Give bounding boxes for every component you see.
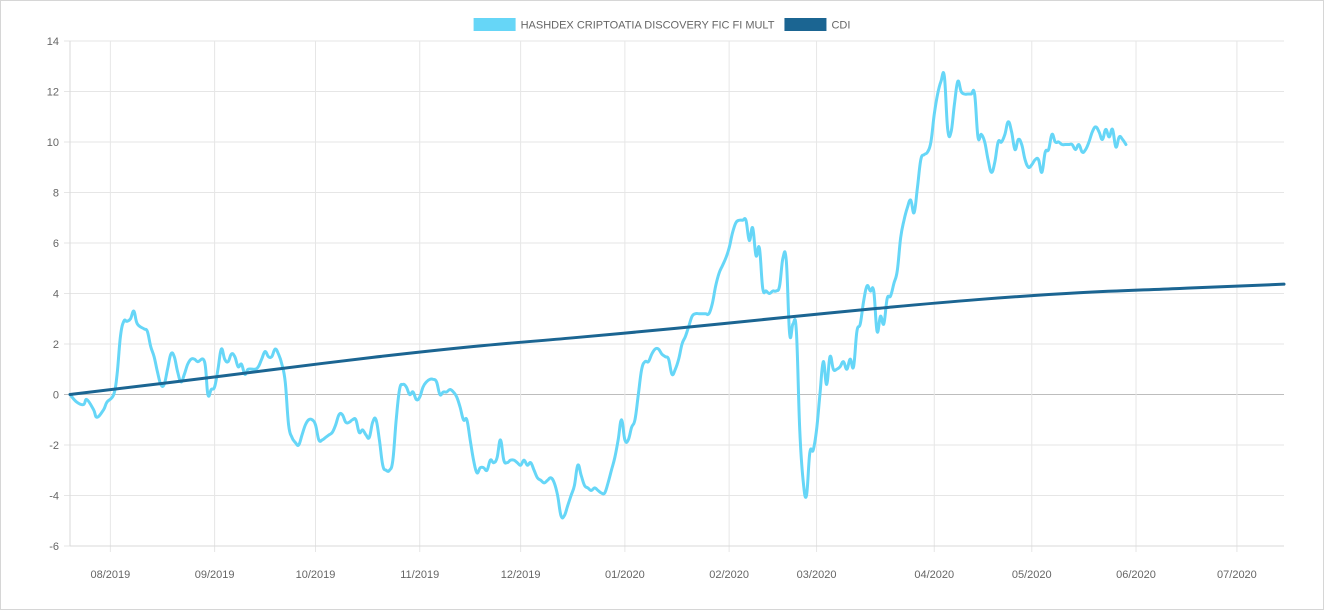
x-tick-label: 10/2019 [296, 569, 336, 581]
x-tick-label: 09/2019 [195, 569, 235, 581]
x-tick-label: 08/2019 [90, 569, 130, 581]
x-tick-label: 01/2020 [605, 569, 645, 581]
x-tick-label: 06/2020 [1116, 569, 1156, 581]
legend-label: CDI [831, 20, 850, 32]
y-tick-label: 4 [53, 289, 59, 301]
series-lines [68, 71, 1286, 520]
legend-swatch [784, 18, 827, 31]
series-line-hashdex [68, 71, 1128, 520]
y-tick-label: -2 [49, 440, 59, 452]
y-tick-label: 12 [47, 87, 59, 99]
y-tick-label: 10 [47, 137, 59, 149]
legend-label: HASHDEX CRIPTOATIA DISCOVERY FIC FI MULT [521, 20, 775, 32]
legend-item[interactable]: CDI [784, 18, 850, 32]
grid-lines [64, 40, 1284, 552]
y-tick-label: -6 [49, 541, 59, 553]
y-tick-label: 6 [53, 238, 59, 250]
y-tick-label: 2 [53, 339, 59, 351]
x-tick-label: 12/2019 [501, 569, 541, 581]
x-tick-label: 02/2020 [709, 569, 749, 581]
legend-swatch [473, 18, 516, 31]
y-axis: -6 -4 -2 0 2 4 6 8 10 12 14 [47, 36, 71, 553]
legend-item[interactable]: HASHDEX CRIPTOATIA DISCOVERY FIC FI MULT [473, 18, 775, 32]
x-tick-label: 05/2020 [1012, 569, 1052, 581]
x-tick-label: 11/2019 [400, 569, 439, 581]
x-tick-label: 04/2020 [914, 569, 954, 581]
legend: HASHDEX CRIPTOATIA DISCOVERY FIC FI MULT… [473, 18, 850, 32]
y-tick-label: 14 [47, 36, 59, 48]
y-tick-label: 0 [53, 390, 59, 402]
x-axis: 08/2019 09/2019 10/2019 11/2019 12/2019 01/20… [70, 545, 1284, 581]
y-tick-label: 8 [53, 188, 59, 200]
x-tick-label: 03/2020 [797, 569, 837, 581]
x-tick-label: 07/2020 [1217, 569, 1257, 581]
series-line-cdi [68, 282, 1286, 396]
y-tick-label: -4 [49, 491, 59, 503]
